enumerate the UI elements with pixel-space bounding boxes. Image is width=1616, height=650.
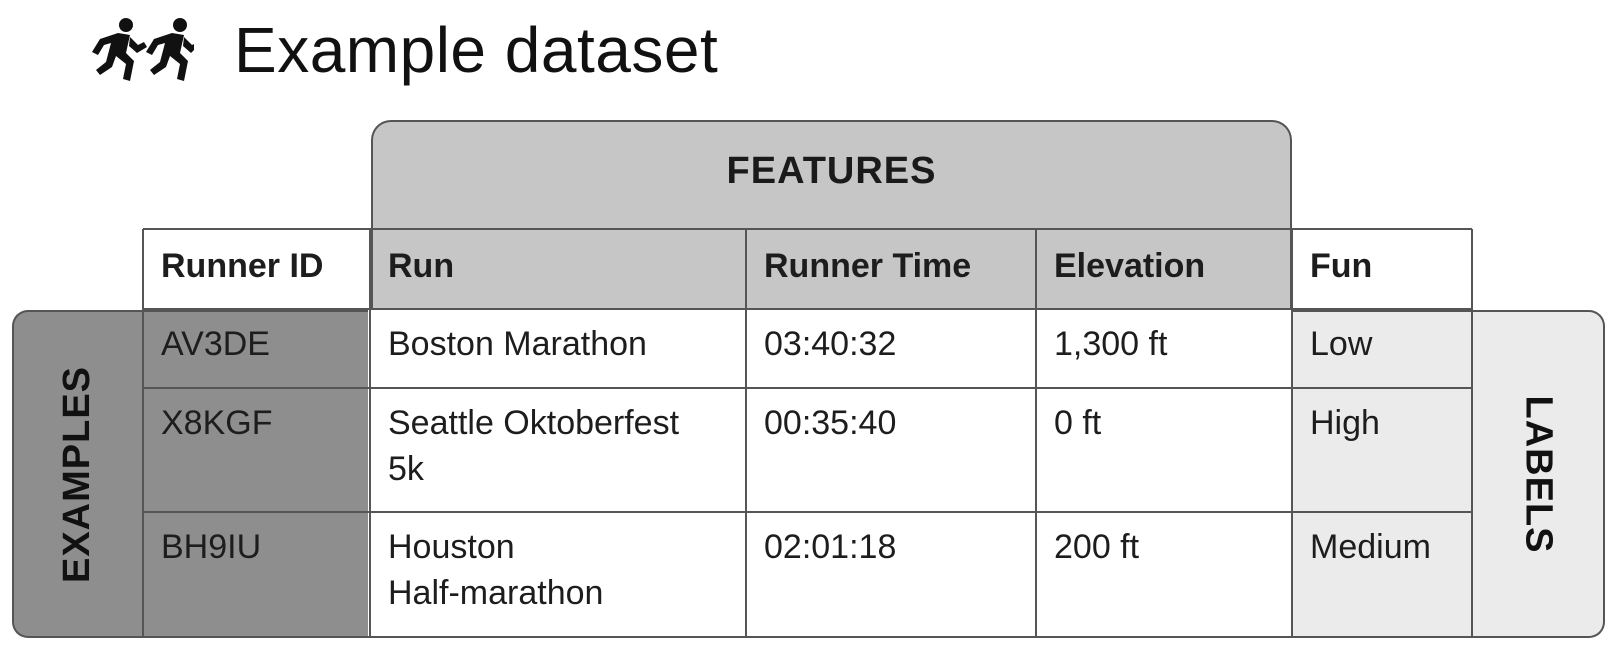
title-area: Example dataset bbox=[82, 10, 718, 90]
cell-runner-id: X8KGF bbox=[161, 404, 273, 442]
examples-label-wrap: EXAMPLES bbox=[12, 310, 144, 638]
cell-fun: Medium bbox=[1310, 528, 1431, 566]
labels-label: LABELS bbox=[1517, 395, 1560, 553]
cell-runner-id: BH9IU bbox=[161, 528, 262, 566]
header-run: Run bbox=[388, 247, 455, 285]
header-runner-time: Runner Time bbox=[764, 247, 972, 285]
labels-band bbox=[1292, 310, 1605, 638]
examples-label: EXAMPLES bbox=[56, 365, 99, 583]
cell-fun: High bbox=[1310, 404, 1380, 442]
cell-runner-time: 02:01:18 bbox=[764, 528, 897, 566]
header-runner-id: Runner ID bbox=[161, 247, 324, 285]
runners-icon bbox=[92, 18, 194, 81]
page-title: Example dataset bbox=[234, 14, 719, 86]
cell-elevation: 0 ft bbox=[1054, 404, 1102, 442]
header-elevation: Elevation bbox=[1054, 247, 1206, 285]
features-label: FEATURES bbox=[726, 150, 937, 192]
cell-elevation: 1,300 ft bbox=[1054, 325, 1168, 363]
header-fun: Fun bbox=[1310, 247, 1373, 285]
cell-runner-time: 03:40:32 bbox=[764, 325, 897, 363]
labels-label-wrap: LABELS bbox=[1473, 310, 1603, 638]
cell-run: Houston Half-marathon bbox=[388, 528, 604, 612]
features-band bbox=[371, 120, 1292, 310]
cell-run: Seattle Oktoberfest 5k bbox=[388, 404, 680, 488]
cell-fun: Low bbox=[1310, 325, 1373, 363]
cell-runner-time: 00:35:40 bbox=[764, 404, 897, 442]
cell-run: Boston Marathon bbox=[388, 325, 647, 363]
cell-elevation: 200 ft bbox=[1054, 528, 1140, 566]
examples-band bbox=[12, 310, 368, 638]
cell-runner-id: AV3DE bbox=[161, 325, 270, 363]
